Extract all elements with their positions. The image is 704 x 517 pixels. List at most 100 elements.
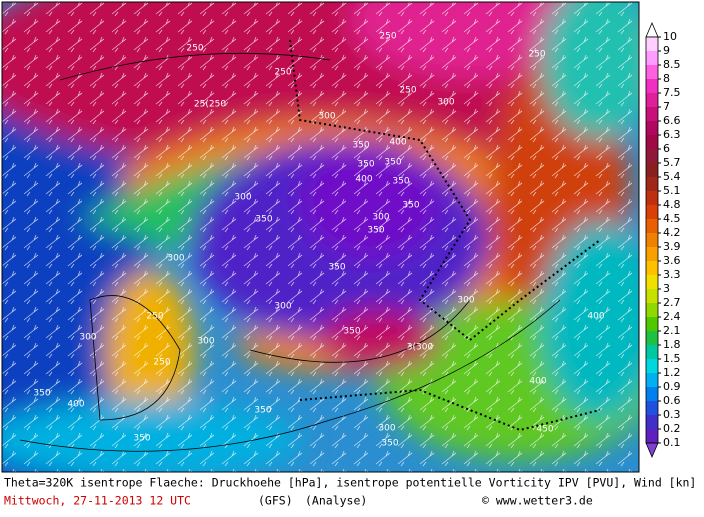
colorbar-label: 0.9 bbox=[663, 380, 681, 393]
colorbar-segment bbox=[646, 37, 658, 51]
contour-label: 350 bbox=[367, 226, 384, 236]
map bbox=[2, 2, 639, 472]
colorbar-label: 4.5 bbox=[663, 212, 681, 225]
contour-label: 300 bbox=[167, 254, 184, 264]
contour-label: 350 bbox=[255, 215, 272, 225]
contour-label: 300 bbox=[437, 98, 454, 108]
contour-labels: 250 250 250 25(250 300 250 250 300 350 400 350 350 4… bbox=[33, 32, 604, 449]
contour-label: 250 bbox=[399, 86, 416, 96]
colorbar-label: 1.8 bbox=[663, 338, 681, 351]
colorbar: 1098.587.576.66.365.75.45.14.84.54.23.93… bbox=[645, 21, 681, 459]
colorbar-segment bbox=[646, 261, 658, 275]
contour-label: 300 bbox=[79, 333, 96, 343]
contour-label: 350 bbox=[392, 177, 409, 187]
contour-label: 250 bbox=[186, 44, 203, 54]
contour-label: 350 bbox=[343, 327, 360, 337]
colorbar-segment bbox=[646, 205, 658, 219]
colorbar-segment bbox=[646, 373, 658, 387]
colorbar-segment bbox=[646, 359, 658, 373]
contour-label: 25(250 bbox=[194, 100, 226, 110]
colorbar-label: 3.3 bbox=[663, 268, 681, 281]
colorbar-segment bbox=[646, 163, 658, 177]
contour-label: 250 bbox=[274, 68, 291, 78]
contour-label: 250 bbox=[146, 312, 163, 322]
colorbar-segment bbox=[646, 387, 658, 401]
colorbar-label: 4.2 bbox=[663, 226, 681, 239]
contour-label: 400 bbox=[389, 138, 406, 148]
contour-label: 400 bbox=[355, 175, 372, 185]
colorbar-segment bbox=[646, 345, 658, 359]
colorbar-segment bbox=[646, 247, 658, 261]
colorbar-segment bbox=[646, 149, 658, 163]
colorbar-label: 7.5 bbox=[663, 86, 681, 99]
colorbar-segment bbox=[646, 429, 658, 443]
colorbar-label: 7 bbox=[663, 100, 670, 113]
colorbar-label: 5.7 bbox=[663, 156, 681, 169]
contour-label: 300 bbox=[457, 296, 474, 306]
contour-label: 300 bbox=[318, 112, 335, 122]
contour-label: 350 bbox=[328, 263, 345, 273]
contour-label: 3(300 bbox=[407, 343, 434, 353]
colorbar-label: 0.3 bbox=[663, 408, 681, 421]
colorbar-frame bbox=[645, 36, 659, 444]
colorbar-label: 2.4 bbox=[663, 310, 681, 323]
colorbar-label: 6 bbox=[663, 142, 670, 155]
contour-label: 300 bbox=[378, 424, 395, 434]
colorbar-label: 6.3 bbox=[663, 128, 681, 141]
colorbar-segment bbox=[646, 233, 658, 247]
colorbar-label: 9 bbox=[663, 44, 670, 57]
footer-credit: © www.wetter3.de bbox=[482, 494, 593, 508]
footer-model: (GFS) bbox=[258, 494, 293, 508]
map-frame bbox=[1, 1, 640, 473]
contour-label: 350 bbox=[352, 141, 369, 151]
colorbar-label: 4.8 bbox=[663, 198, 681, 211]
colorbar-label: 1.2 bbox=[663, 366, 681, 379]
contour-label: 350 bbox=[381, 439, 398, 449]
colorbar-segment bbox=[646, 219, 658, 233]
colorbar-segment bbox=[646, 303, 658, 317]
colorbar-label: 1.5 bbox=[663, 352, 681, 365]
contour-label: 300 bbox=[234, 193, 251, 203]
colorbar-segment bbox=[646, 93, 658, 107]
contour-label: 300 bbox=[372, 213, 389, 223]
footer-run: (Analyse) bbox=[305, 494, 367, 508]
colorbar-segment bbox=[646, 331, 658, 345]
colorbar-label: 0.1 bbox=[663, 436, 681, 449]
colorbar-label: 0.2 bbox=[663, 422, 681, 435]
colorbar-segment bbox=[646, 177, 658, 191]
colorbar-label: 3.6 bbox=[663, 254, 681, 267]
contour-label: 350 bbox=[133, 434, 150, 444]
colorbar-label: 6.6 bbox=[663, 114, 681, 127]
footer-description: Theta=320K isentrope Flaeche: Druckhoehe… bbox=[4, 476, 696, 490]
colorbar-segment bbox=[646, 51, 658, 65]
contour-label: 300 bbox=[274, 302, 291, 312]
colorbar-segment bbox=[646, 275, 658, 289]
contour-label: 350 bbox=[402, 201, 419, 211]
colorbar-label: 3 bbox=[663, 282, 670, 295]
colorbar-segment bbox=[646, 317, 658, 331]
colorbar-label: 2.1 bbox=[663, 324, 681, 337]
colorbar-segment bbox=[646, 191, 658, 205]
colorbar-label: 5.1 bbox=[663, 184, 681, 197]
contour-label: 350 bbox=[33, 389, 50, 399]
colorbar-segment bbox=[646, 135, 658, 149]
colorbar-label: 5.4 bbox=[663, 170, 681, 183]
colorbar-segment bbox=[646, 401, 658, 415]
colorbar-segment bbox=[646, 289, 658, 303]
colorbar-label: 10 bbox=[663, 30, 677, 43]
contour-label: 400 bbox=[529, 377, 546, 387]
contour-label: 350 bbox=[357, 160, 374, 170]
contour-label: 450 bbox=[536, 425, 553, 435]
colorbar-segment bbox=[646, 415, 658, 429]
contour-label: 250 bbox=[528, 50, 545, 60]
contour-label: 250 bbox=[153, 358, 170, 368]
contour-label: 400 bbox=[587, 312, 604, 322]
contour-label: 400 bbox=[67, 400, 84, 410]
contour-label: 350 bbox=[384, 158, 401, 168]
contour-label: 300 bbox=[197, 337, 214, 347]
footer-date: Mittwoch, 27-11-2013 12 UTC bbox=[4, 494, 191, 508]
colorbar-label: 8 bbox=[663, 72, 670, 85]
colorbar-label: 3.9 bbox=[663, 240, 681, 253]
colorbar-label: 8.5 bbox=[663, 58, 681, 71]
